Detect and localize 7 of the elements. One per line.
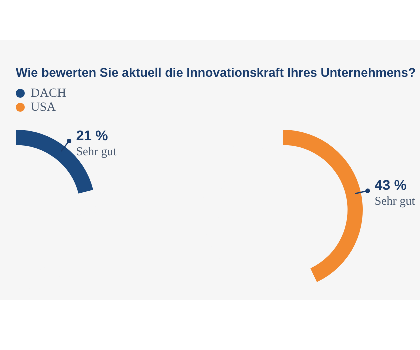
legend-label: DACH bbox=[31, 86, 66, 100]
legend-label: USA bbox=[31, 100, 56, 114]
text: 43 % bbox=[374, 177, 407, 194]
slice-label: Sehr gut bbox=[76, 144, 118, 158]
slice-label: Sehr gut bbox=[374, 194, 416, 208]
text: Wie bewerten Sie aktuell die Innovationskraft Ihres Unternehmens? bbox=[16, 66, 416, 80]
text: 21 % bbox=[76, 127, 108, 144]
